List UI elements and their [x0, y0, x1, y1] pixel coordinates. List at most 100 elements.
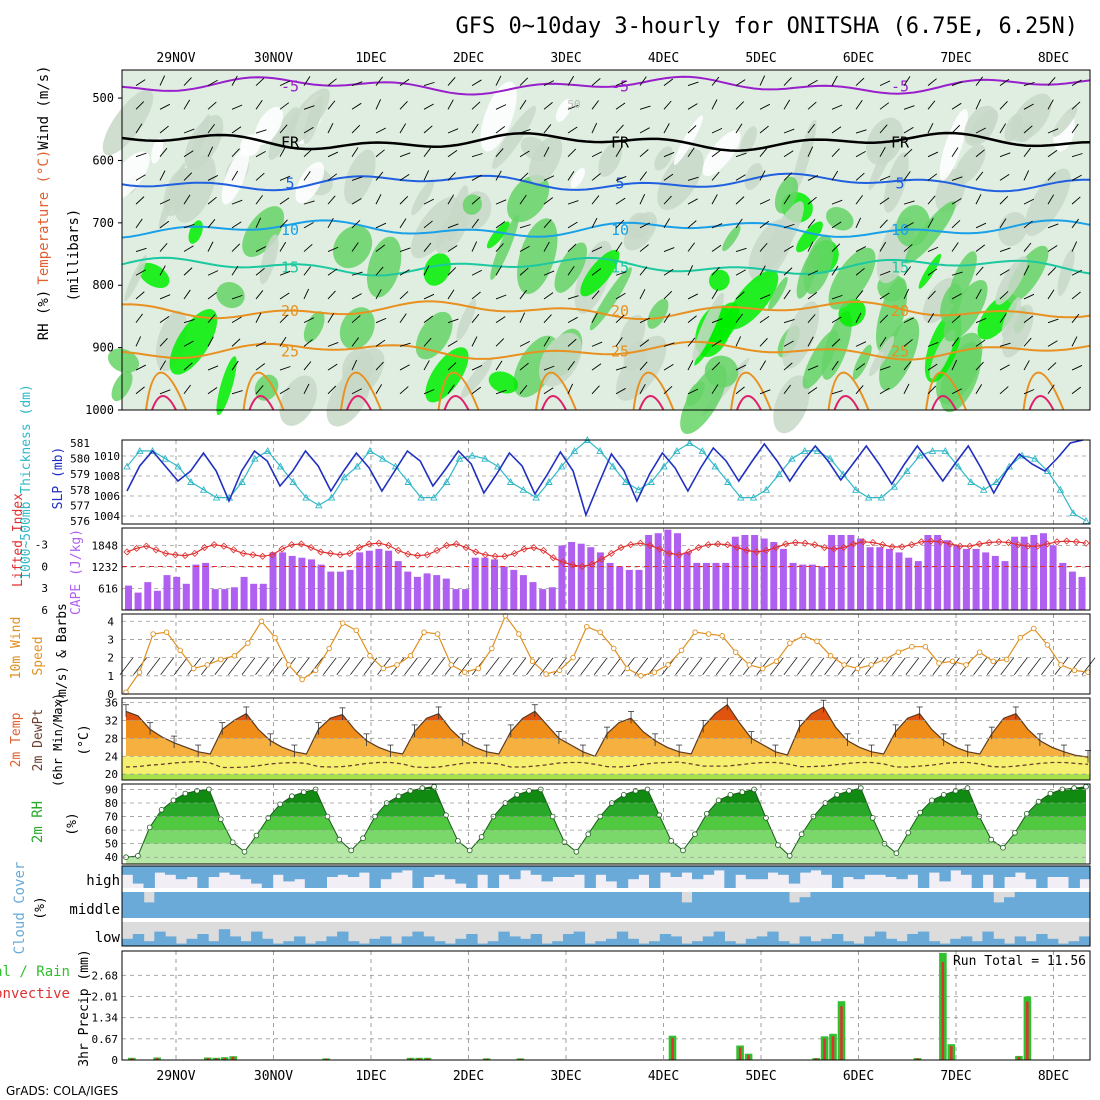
wind-barb — [399, 123, 407, 134]
wind-barb — [375, 317, 387, 324]
wind-barb — [303, 105, 315, 110]
wind10-tick-label: 3 — [107, 633, 114, 646]
thickness-point — [724, 478, 732, 485]
wind-barb — [759, 75, 766, 86]
wind10-barb — [688, 657, 703, 675]
li-point — [346, 549, 354, 557]
wind-barb — [759, 147, 768, 157]
cape-bar — [356, 552, 364, 610]
thickness-point — [941, 446, 950, 454]
cloud-high-bar — [240, 866, 252, 880]
wind-barb — [183, 172, 193, 181]
wind-barb — [783, 340, 794, 347]
cloud-low-bar — [702, 936, 715, 946]
wind-barb — [663, 78, 674, 86]
wind-barb — [519, 172, 529, 181]
wind-barb — [255, 385, 264, 395]
isotherm-25-bump — [827, 371, 870, 411]
wind-barb — [831, 199, 843, 205]
wind-barb — [1023, 360, 1030, 371]
cloud-high-bar — [380, 866, 392, 880]
wind-barb — [567, 75, 575, 86]
wind10-point — [854, 665, 861, 672]
li-point — [956, 542, 964, 550]
wind-barb — [639, 76, 647, 86]
wind-barb — [471, 241, 478, 252]
thickness-point — [340, 473, 349, 481]
wind10-tick-label: 2 — [107, 652, 114, 665]
wind10-point — [367, 653, 373, 659]
wind-barb — [951, 176, 963, 181]
li-point — [171, 551, 179, 559]
wind-barb — [183, 267, 193, 276]
wind-barb — [1047, 99, 1054, 110]
cloud-high-bar — [960, 866, 973, 875]
wind-barb — [831, 221, 842, 229]
wind-barb — [159, 265, 166, 276]
li-point — [607, 549, 615, 557]
precip-conv-bar — [223, 1057, 226, 1060]
wind-barb — [351, 315, 361, 324]
wind10-barb — [648, 657, 662, 675]
wind-barb — [1071, 336, 1078, 347]
cape-bar — [404, 571, 412, 610]
wind10-barb — [133, 657, 147, 675]
thickness-point — [634, 485, 643, 493]
wind10-point — [1031, 625, 1037, 632]
li-point — [259, 552, 267, 560]
rh-contour-fill — [1052, 105, 1078, 137]
rh-point — [158, 806, 165, 813]
wind-barb — [567, 170, 575, 181]
cape-bar — [606, 562, 614, 610]
li-point — [123, 548, 131, 556]
cloud-high-bar — [864, 866, 876, 875]
thickness-point — [1043, 467, 1052, 475]
y-tick-label: 600 — [92, 153, 114, 167]
wind-barb — [423, 103, 434, 110]
wind10-barb — [512, 657, 527, 675]
wind-barb — [255, 195, 263, 205]
cloud-low-bar — [788, 943, 801, 946]
wind-barb — [135, 152, 147, 158]
cloud-high-bar — [810, 866, 822, 871]
cape-bar — [905, 557, 913, 610]
cloud-middle-bar — [778, 892, 790, 918]
cloud-low-bar — [197, 934, 209, 946]
rh-contour-fill — [486, 221, 510, 249]
cloud-low-bar — [541, 943, 553, 946]
cape-bar — [837, 535, 845, 610]
wind10-barb — [715, 657, 730, 675]
wind-barb — [543, 80, 555, 86]
wind-barb — [903, 200, 915, 205]
wind-barb — [351, 176, 363, 181]
wind10-barb — [431, 657, 445, 675]
cloud-middle-bar — [390, 892, 403, 918]
wind10-barb — [702, 657, 716, 675]
thickness-point — [1082, 516, 1090, 524]
wind-barb — [519, 150, 530, 158]
wind-barb — [975, 171, 984, 181]
cloud-middle-bar — [649, 892, 661, 918]
rh-contour-fill — [722, 225, 741, 252]
rh-point — [597, 813, 603, 820]
wind10-point — [760, 665, 766, 672]
wind-barb — [951, 388, 963, 395]
cape-bar — [587, 547, 595, 610]
cloud-middle-bar — [1068, 892, 1080, 918]
wind-barb — [1071, 386, 1082, 395]
thickness-point — [660, 462, 668, 470]
wind10-point — [800, 633, 807, 639]
wind10-ylabel-2: Speed — [31, 636, 46, 675]
rh-point — [573, 848, 580, 855]
cape-bar — [125, 585, 132, 610]
wind10-barb — [146, 657, 161, 675]
wind-barb — [207, 387, 218, 395]
x-tick-label-top: 3DEC — [550, 51, 581, 66]
wind-barb — [879, 175, 891, 181]
wind-barb — [831, 243, 841, 252]
cloud-middle-bar — [939, 892, 951, 918]
cape-bar — [1011, 536, 1019, 610]
cloud-low-bar — [778, 941, 790, 946]
